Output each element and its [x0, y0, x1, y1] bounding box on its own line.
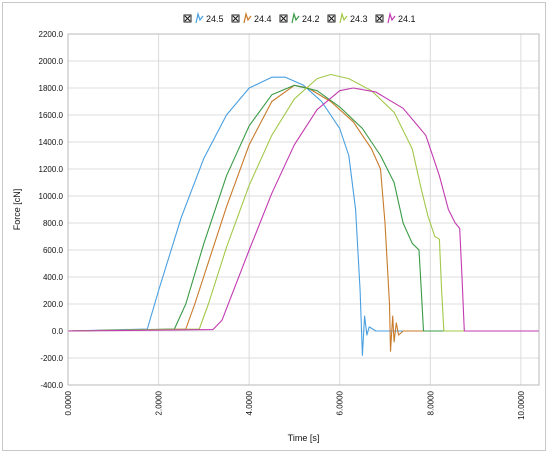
legend-label: 24.3 — [350, 14, 368, 24]
legend-check-x-icon — [376, 15, 383, 22]
y-tick-label: 800.0 — [43, 219, 64, 228]
y-tick-label: 1800.0 — [39, 84, 64, 93]
x-tick-labels: 0.0000 2.0000 4.0000 6.0000 8.0000 10.0000 — [64, 390, 526, 419]
legend-line-icon — [339, 11, 348, 24]
y-tick-label: 0.0 — [52, 327, 64, 336]
y-tick-label: 1200.0 — [39, 165, 64, 174]
legend-item[interactable]: 24.4 — [231, 11, 272, 24]
legend-label: 24.5 — [206, 14, 224, 24]
series-line-24-4 — [67, 84, 539, 352]
series-lines — [67, 73, 539, 356]
x-tick-label: 0.0000 — [64, 390, 73, 415]
legend-check-x-icon — [184, 15, 191, 22]
legend-item[interactable]: 24.1 — [375, 11, 416, 24]
legend-line-icon — [291, 11, 300, 24]
series-line-24-2 — [67, 84, 539, 332]
y-tick-label: 400.0 — [43, 273, 64, 282]
x-tick-label: 4.0000 — [245, 390, 254, 415]
legend-line-icon — [387, 11, 396, 24]
plot-area-border — [67, 33, 540, 386]
y-tick-label: 2200.0 — [39, 30, 64, 39]
legend-check-x-icon — [328, 15, 335, 22]
y-tick-label: 200.0 — [43, 300, 64, 309]
legend: 24.5 24.4 24.2 24.3 24.1 — [183, 11, 416, 24]
x-tick-label: 2.0000 — [155, 390, 164, 415]
y-tick-label: 1400.0 — [39, 138, 64, 147]
legend-line-icon — [195, 11, 204, 24]
legend-check-x-icon — [232, 15, 239, 22]
x-tick-label: 6.0000 — [336, 390, 345, 415]
legend-check-x-icon — [280, 15, 287, 22]
y-axis-label: Force [cN] — [12, 189, 22, 231]
legend-line-icon — [243, 11, 252, 24]
series-line-24-1 — [67, 87, 539, 332]
legend-label: 24.1 — [398, 14, 416, 24]
y-tick-label: -200.0 — [40, 354, 63, 363]
y-tick-label: 1600.0 — [39, 111, 64, 120]
x-tick-label: 10.0000 — [517, 390, 526, 419]
y-tick-label: 2000.0 — [39, 57, 64, 66]
legend-label: 24.2 — [302, 14, 320, 24]
x-axis-label: Time [s] — [288, 433, 320, 443]
legend-item[interactable]: 24.5 — [183, 11, 224, 24]
y-tick-label: 1000.0 — [39, 192, 64, 201]
y-tick-label: 600.0 — [43, 246, 64, 255]
legend-label: 24.4 — [254, 14, 272, 24]
legend-item[interactable]: 24.2 — [279, 11, 320, 24]
series-line-24-5 — [67, 76, 539, 356]
x-tick-label: 8.0000 — [426, 390, 435, 415]
y-tick-label: -400.0 — [40, 381, 63, 390]
legend-item[interactable]: 24.3 — [327, 11, 368, 24]
series-line-24-3 — [67, 73, 539, 332]
y-tick-labels: -400.0 -200.0 0.0 200.0 400.0 600.0 800.0 1000.… — [39, 30, 64, 390]
